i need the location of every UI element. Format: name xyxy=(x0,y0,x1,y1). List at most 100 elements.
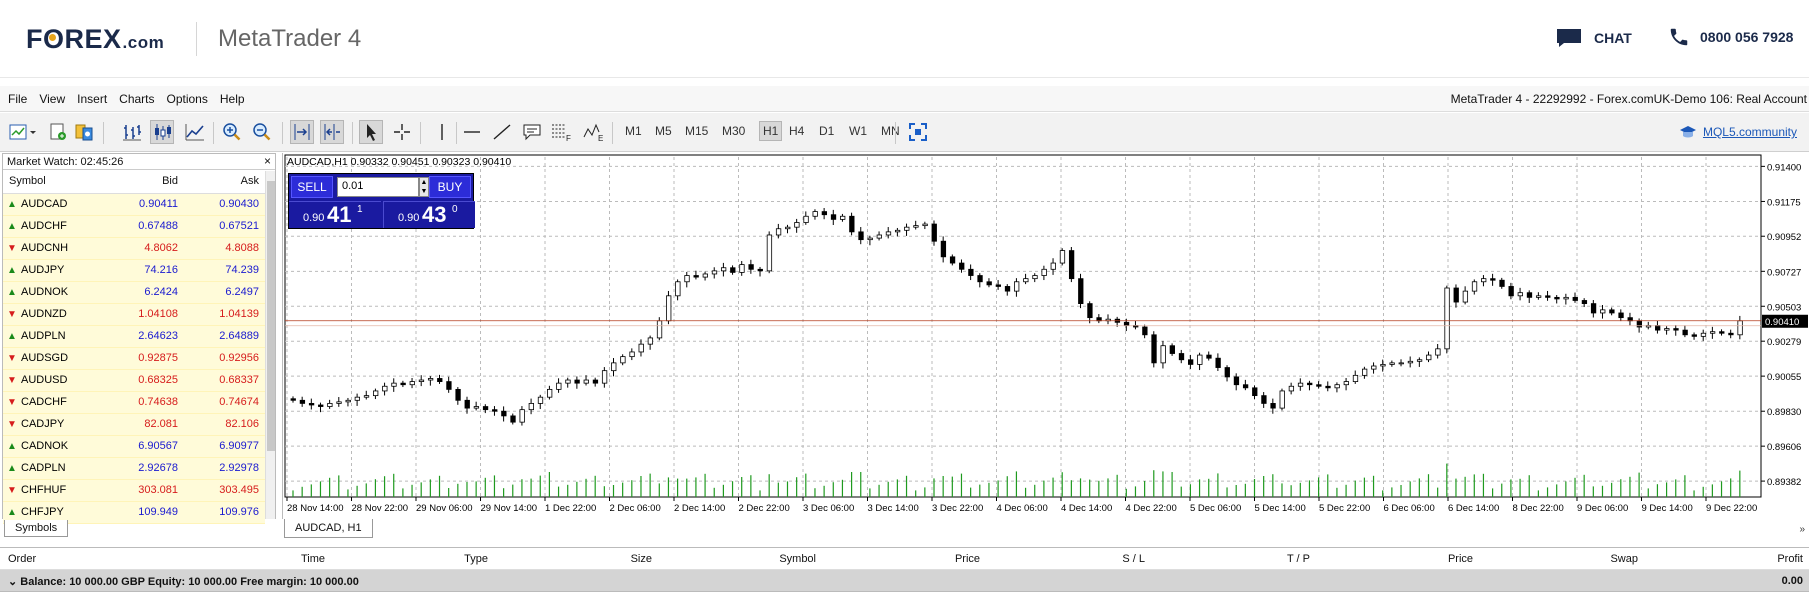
timeframe-h4[interactable]: H4 xyxy=(789,124,805,138)
symbol-cell[interactable]: ▲ AUDNOK xyxy=(3,281,103,304)
timeframe-m5[interactable]: M5 xyxy=(655,124,672,138)
terminal-column-7[interactable]: T / P xyxy=(1286,553,1310,565)
buy-button[interactable]: BUY xyxy=(429,176,471,198)
timeframe-mn[interactable]: MN xyxy=(881,124,900,138)
mql5-community-link[interactable]: MQL5.community xyxy=(1679,124,1797,140)
symbol-cell[interactable]: ▼ CADCHF xyxy=(3,391,103,414)
close-icon[interactable]: × xyxy=(263,154,271,168)
scrollbar-thumb[interactable] xyxy=(267,181,275,451)
terminal-column-0[interactable]: Order xyxy=(8,553,37,565)
terminal-column-8[interactable]: Price xyxy=(1447,553,1473,565)
table-row[interactable]: ▲ CADPLN 2.92678 2.92978 xyxy=(3,457,265,480)
symbol-cell[interactable]: ▼ AUDSGD xyxy=(3,347,103,370)
sell-button[interactable]: SELL xyxy=(291,176,333,198)
table-row[interactable]: ▼ AUDCNH 4.8062 4.8088 xyxy=(3,237,265,260)
menu-insert[interactable]: Insert xyxy=(77,92,108,106)
cursor-button[interactable] xyxy=(359,120,383,144)
profiles-button[interactable] xyxy=(46,120,70,144)
symbol-cell[interactable]: ▼ AUDCNH xyxy=(3,237,103,260)
terminal-column-4[interactable]: Symbol xyxy=(779,553,816,565)
lot-stepper[interactable]: ▲ ▼ xyxy=(419,177,429,197)
timeframe-m30[interactable]: M30 xyxy=(722,124,746,138)
terminal-column-6[interactable]: S / L xyxy=(1122,553,1145,565)
table-row[interactable]: ▼ AUDNZD 1.04108 1.04139 xyxy=(3,303,265,326)
menu-view[interactable]: View xyxy=(39,92,66,106)
symbol-cell[interactable]: ▲ CHFJPY xyxy=(3,501,103,524)
table-row[interactable]: ▲ AUDCHF 0.67488 0.67521 xyxy=(3,215,265,238)
chat-button[interactable]: CHAT xyxy=(1556,28,1632,48)
chart-window[interactable]: 0.91400 0.91175 0.90952 0.90727 0.90503 0.902… xyxy=(282,153,1809,519)
terminal-column-10[interactable]: Profit xyxy=(1777,553,1803,565)
sell-price[interactable]: 0.90 41 1 xyxy=(289,201,381,228)
text-label-button[interactable] xyxy=(520,120,544,144)
timeframe-w1[interactable]: W1 xyxy=(849,124,867,138)
chart-tab-audcad[interactable]: AUDCAD, H1 xyxy=(284,519,373,538)
timeframe-h1[interactable]: H1 xyxy=(759,121,783,141)
table-row[interactable]: ▼ AUDUSD 0.68325 0.68337 xyxy=(3,369,265,392)
fibonacci-button[interactable]: F xyxy=(550,120,574,144)
forex-logo[interactable]: FOREX.com xyxy=(26,24,164,55)
table-row[interactable]: ▼ AUDSGD 0.92875 0.92956 xyxy=(3,347,265,370)
symbol-cell[interactable]: ▼ CHFHUF xyxy=(3,479,103,502)
menu-help[interactable]: Help xyxy=(219,92,245,106)
table-row[interactable]: ▲ AUDJPY 74.216 74.239 xyxy=(3,259,265,282)
candle-body xyxy=(1499,279,1505,287)
bar-chart-button[interactable] xyxy=(120,120,144,144)
market-watch-button[interactable] xyxy=(72,120,96,144)
time-axis-label: 8 Dec 22:00 xyxy=(1513,503,1564,514)
buy-price[interactable]: 0.90 43 0 xyxy=(383,201,475,228)
phone-link[interactable]: 0800 056 7928 xyxy=(1668,26,1793,48)
zoom-in-button[interactable] xyxy=(220,120,244,144)
new-chart-button[interactable] xyxy=(8,120,38,144)
symbol-cell[interactable]: ▲ AUDCAD xyxy=(3,193,103,216)
collapse-icon[interactable]: ⌄ xyxy=(8,576,21,588)
tab-scroll-icon[interactable]: » xyxy=(1799,524,1805,535)
zoom-out-button[interactable] xyxy=(250,120,274,144)
symbol-cell[interactable]: ▲ AUDJPY xyxy=(3,259,103,282)
symbol-cell[interactable]: ▲ CADNOK xyxy=(3,435,103,458)
symbol-cell[interactable]: ▲ CADPLN xyxy=(3,457,103,480)
table-row[interactable]: ▲ AUDPLN 2.64623 2.64889 xyxy=(3,325,265,348)
timeframe-m1[interactable]: M1 xyxy=(625,124,642,138)
symbol-cell[interactable]: ▼ CADJPY xyxy=(3,413,103,436)
chart-shift-button[interactable] xyxy=(320,120,344,144)
price-chart[interactable]: 0.914000.911750.909520.907270.905030.902… xyxy=(283,153,1809,519)
timeframe-m15[interactable]: M15 xyxy=(685,124,709,138)
column-header-symbol[interactable]: Symbol xyxy=(3,170,103,194)
symbols-tab[interactable]: Symbols xyxy=(4,520,69,537)
lot-size-input[interactable]: 0.01 xyxy=(337,177,419,197)
line-chart-button[interactable] xyxy=(183,120,207,144)
symbol-cell[interactable]: ▼ AUDNZD xyxy=(3,303,103,326)
terminal-column-2[interactable]: Type xyxy=(464,553,488,565)
candlestick-button[interactable] xyxy=(150,120,174,144)
table-row[interactable]: ▼ CHFHUF 303.081 303.495 xyxy=(3,479,265,502)
symbol-cell[interactable]: ▼ AUDUSD xyxy=(3,369,103,392)
column-header-ask[interactable]: Ask xyxy=(184,170,265,194)
symbol-cell[interactable]: ▲ AUDPLN xyxy=(3,325,103,348)
horizontal-line-button[interactable] xyxy=(460,120,484,144)
terminal-column-5[interactable]: Price xyxy=(954,553,980,565)
table-row[interactable]: ▲ AUDCAD 0.90411 0.90430 xyxy=(3,193,265,216)
table-row[interactable]: ▼ CADJPY 82.081 82.106 xyxy=(3,413,265,436)
terminal-column-1[interactable]: Time xyxy=(300,553,325,565)
one-click-trading-panel: SELL 0.01 ▲ ▼ BUY 0.90 41 1 0.90 43 0 xyxy=(288,173,475,229)
table-row[interactable]: ▲ CADNOK 6.90567 6.90977 xyxy=(3,435,265,458)
terminal-column-3[interactable]: Size xyxy=(630,553,652,565)
symbol-cell[interactable]: ▲ AUDCHF xyxy=(3,215,103,238)
column-header-bid[interactable]: Bid xyxy=(103,170,184,194)
table-row[interactable]: ▲ AUDNOK 6.2424 6.2497 xyxy=(3,281,265,304)
timeframe-d1[interactable]: D1 xyxy=(819,124,835,138)
trendline-button[interactable] xyxy=(490,120,514,144)
market-watch-scrollbar[interactable] xyxy=(265,171,275,519)
fullscreen-button[interactable] xyxy=(906,120,930,144)
table-row[interactable]: ▼ CADCHF 0.74638 0.74674 xyxy=(3,391,265,414)
menu-file[interactable]: File xyxy=(8,92,28,106)
menu-options[interactable]: Options xyxy=(166,92,208,106)
vertical-line-button[interactable] xyxy=(430,120,454,144)
auto-scroll-button[interactable] xyxy=(290,120,314,144)
menu-charts[interactable]: Charts xyxy=(119,92,155,106)
crosshair-button[interactable] xyxy=(390,120,414,144)
terminal-column-9[interactable]: Swap xyxy=(1610,553,1638,565)
table-row[interactable]: ▲ CHFJPY 109.949 109.976 xyxy=(3,501,265,524)
elliott-wave-button[interactable]: E xyxy=(582,120,606,144)
